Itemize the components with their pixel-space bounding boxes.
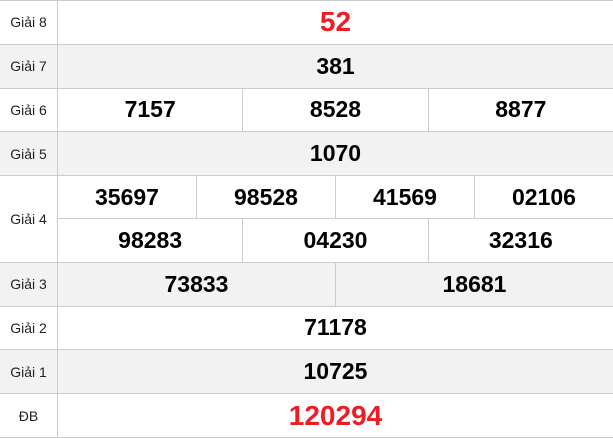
prize-label: Giải 8 <box>0 1 58 44</box>
prize-number: 35697 <box>58 176 197 219</box>
table-row-giai-6: Giải 6 7157 8528 8877 <box>0 87 613 132</box>
prize-label: Giải 4 <box>0 176 58 262</box>
prize-number: 381 <box>316 52 355 79</box>
table-row-giai-7: Giải 7 381 <box>0 43 613 88</box>
prize-numbers: 35697 98528 41569 02106 98283 04230 3231… <box>58 176 613 262</box>
table-row-giai-2: Giải 2 71178 <box>0 305 613 350</box>
prize-numbers: 7157 8528 8877 <box>58 88 613 132</box>
prize-numbers: 73833 18681 <box>58 262 613 306</box>
prize-number: 8528 <box>243 88 429 132</box>
prize-number: 8877 <box>495 96 547 123</box>
prize-label: Giải 1 <box>0 350 58 394</box>
prize-number: 73833 <box>58 262 336 306</box>
prize-number: 1070 <box>309 140 362 167</box>
prize-number: 18681 <box>442 270 507 297</box>
prize-number: 02106 <box>512 183 576 210</box>
prize-numbers-line-2: 98283 04230 32316 <box>58 219 613 262</box>
prize-label: ĐB <box>0 394 58 437</box>
prize-number: 41569 <box>336 176 475 219</box>
prize-number: 32316 <box>488 227 553 254</box>
prize-number: 120294 <box>288 399 383 431</box>
table-row-giai-1: Giải 1 10725 <box>0 349 613 394</box>
prize-number: 7157 <box>58 88 244 132</box>
prize-number: 04230 <box>243 219 429 262</box>
prize-numbers-line-1: 35697 98528 41569 02106 <box>58 176 613 220</box>
prize-number: 71178 <box>304 314 367 341</box>
prize-numbers: 120294 <box>58 394 613 437</box>
prize-number: 98528 <box>197 176 336 219</box>
prize-label: Giải 6 <box>0 88 58 132</box>
prize-label: Giải 2 <box>0 306 58 350</box>
prize-number: 98283 <box>58 219 244 262</box>
prize-numbers: 71178 <box>58 307 613 350</box>
prize-label: Giải 3 <box>0 262 58 306</box>
prize-numbers: 52 <box>58 1 613 44</box>
table-row-giai-5: Giải 5 1070 <box>0 131 613 176</box>
prize-numbers: 1070 <box>58 132 613 175</box>
prize-label: Giải 7 <box>0 44 58 88</box>
prize-numbers: 10725 <box>58 350 613 393</box>
table-row-giai-4: Giải 4 35697 98528 41569 02106 98283 042… <box>0 175 613 262</box>
prize-label: Giải 5 <box>0 132 58 176</box>
table-row-giai-8: Giải 8 52 <box>0 1 613 44</box>
prize-number: 10725 <box>303 358 368 385</box>
table-row-giai-3: Giải 3 73833 18681 <box>0 261 613 306</box>
prize-numbers: 381 <box>58 45 613 88</box>
prize-number: 52 <box>319 6 352 38</box>
table-row-db: ĐB 120294 <box>0 393 613 437</box>
